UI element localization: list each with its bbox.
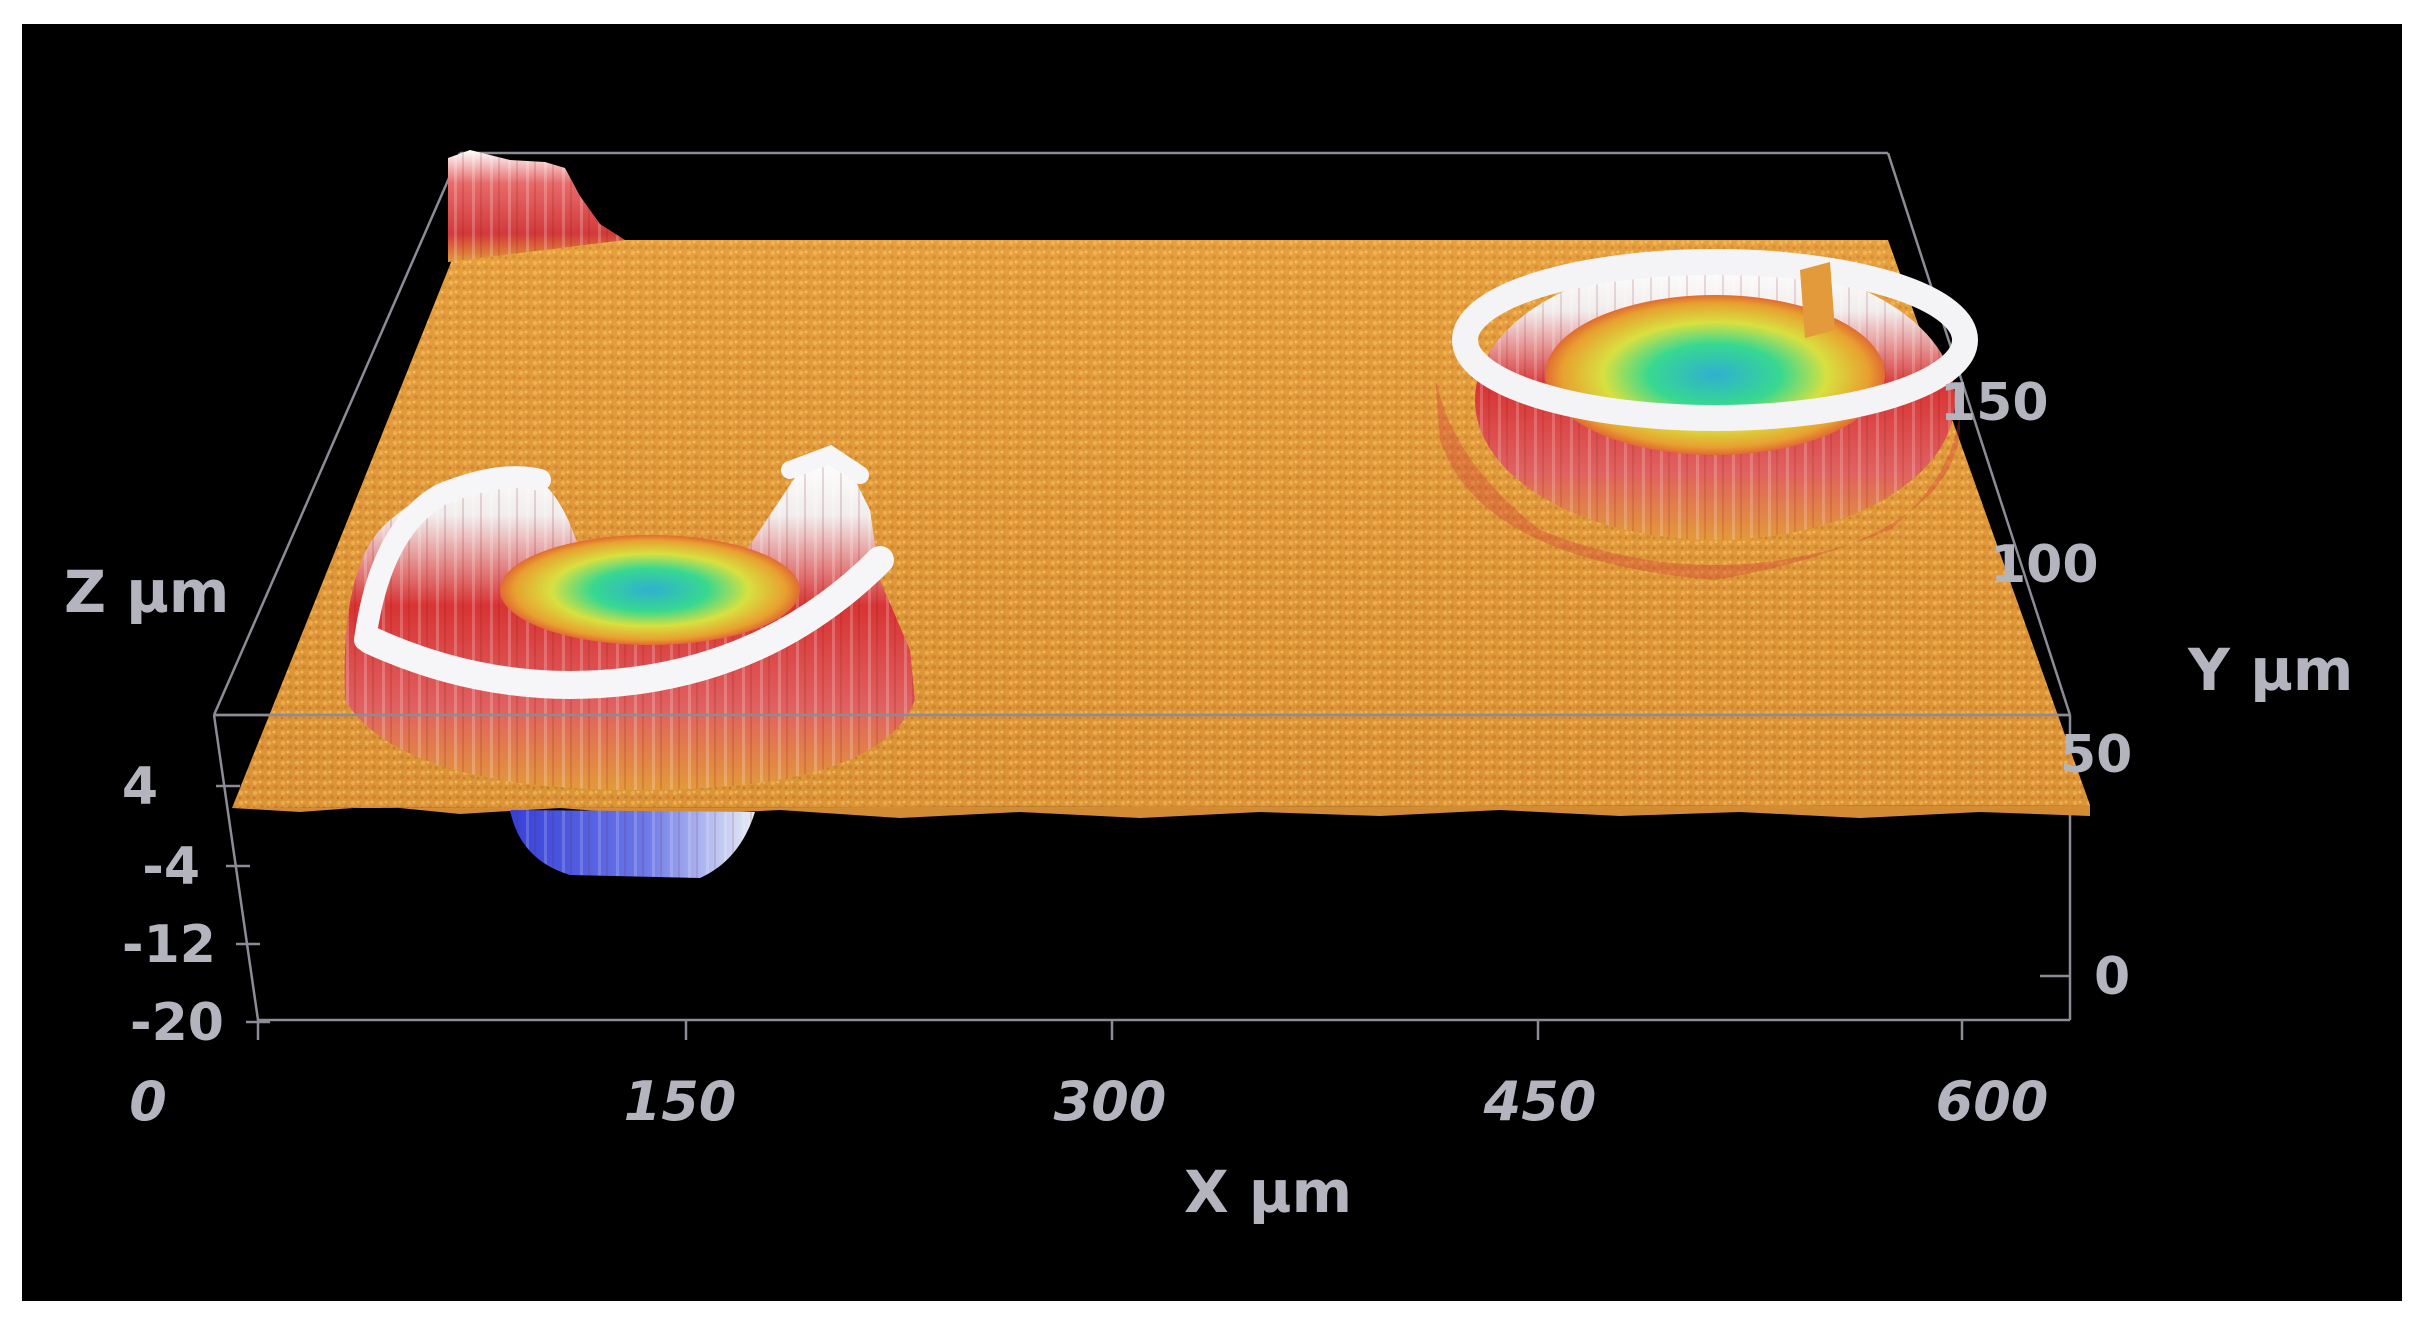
x-tick-label: 300 xyxy=(1054,1070,1167,1133)
z-tick-label: -20 xyxy=(130,993,224,1053)
y-axis-label: Y µm xyxy=(2187,636,2353,704)
y-tick-label: 50 xyxy=(2060,725,2132,785)
z-tick-label: 4 xyxy=(122,757,158,817)
y-tick-label: 100 xyxy=(1990,535,2099,595)
z-tick-label: -4 xyxy=(142,837,200,897)
y-tick-label: 150 xyxy=(1940,373,2049,433)
edge-ridge xyxy=(448,150,625,262)
z-axis-label: Z µm xyxy=(64,558,229,626)
surface-front-edge xyxy=(232,805,2090,818)
y-tick-label: 0 xyxy=(2094,947,2130,1007)
x-axis-label: X µm xyxy=(1184,1158,1352,1226)
z-tick-label: -12 xyxy=(122,915,216,975)
x-tick-label: 0 xyxy=(129,1070,167,1133)
ring-feature-left xyxy=(344,444,916,790)
x-tick-label: 600 xyxy=(1936,1070,2049,1133)
ring-feature-right xyxy=(1435,249,1978,580)
x-tick-label: 450 xyxy=(1483,1070,1597,1133)
x-tick-label: 150 xyxy=(624,1070,737,1133)
x-axis xyxy=(256,1020,1964,1040)
